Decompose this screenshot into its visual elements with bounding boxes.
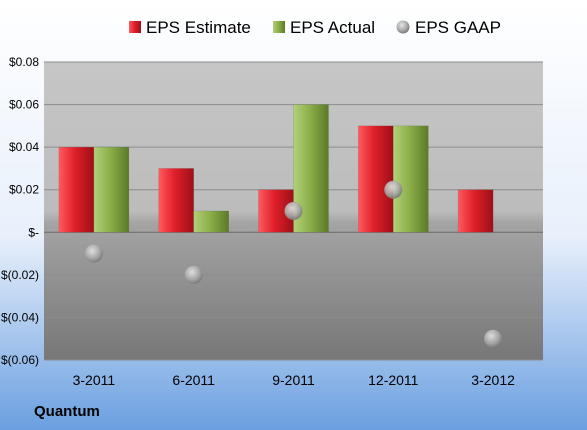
legend-swatch-estimate [129,21,141,33]
x-tick-label: 6-2011 [172,372,215,388]
legend-swatch-gaap [396,20,410,34]
y-tick-label: $0.02 [9,183,39,197]
legend-label-actual: EPS Actual [290,18,375,37]
bar-eps-estimate [158,168,194,233]
marker-eps-gaap [284,202,303,220]
bar-eps-actual [93,146,130,233]
legend-item-gaap: EPS GAAP [396,18,501,37]
bars [58,104,494,233]
legend-label-estimate: EPS Estimate [146,18,251,37]
legend-item-actual: EPS Actual [273,18,375,37]
marker-eps-gaap [84,244,103,263]
bar-eps-estimate [358,125,394,233]
y-tick-label: $0.08 [9,55,39,69]
y-tick-label: $0.04 [9,140,39,154]
legend: EPS Estimate EPS Actual EPS GAAP [129,18,501,37]
y-tick-label: $(0.02) [1,268,39,282]
marker-eps-gaap [184,265,203,284]
bar-eps-estimate [457,189,494,233]
x-tick-label: 9-2011 [272,372,315,388]
y-tick-label: $0.06 [9,98,39,112]
legend-swatch-actual [273,21,285,33]
bar-eps-actual [393,125,429,233]
y-tick-label: $(0.06) [1,353,39,367]
y-tick-label: $(0.04) [1,310,39,324]
x-tick-label: 3-2012 [471,372,515,388]
x-tick-label: 12-2011 [368,372,419,388]
y-axis-ticks: $0.08 $0.06 $0.04 $0.02 $- $(0.02) $(0.04) $(0.… [1,55,39,367]
y-tick-label: $- [28,225,39,239]
company-name: Quantum [34,403,100,420]
bar-eps-actual [193,210,229,233]
legend-item-estimate: EPS Estimate [129,18,251,37]
bar-eps-estimate [58,146,95,233]
legend-label-gaap: EPS GAAP [415,18,501,37]
marker-eps-gaap [484,329,503,348]
gaap-markers [84,180,503,348]
marker-eps-gaap [384,180,403,199]
x-tick-label: 3-2011 [73,372,116,388]
x-axis-ticks: 3-2011 6-2011 9-2011 12-2011 3-2012 [73,372,515,388]
